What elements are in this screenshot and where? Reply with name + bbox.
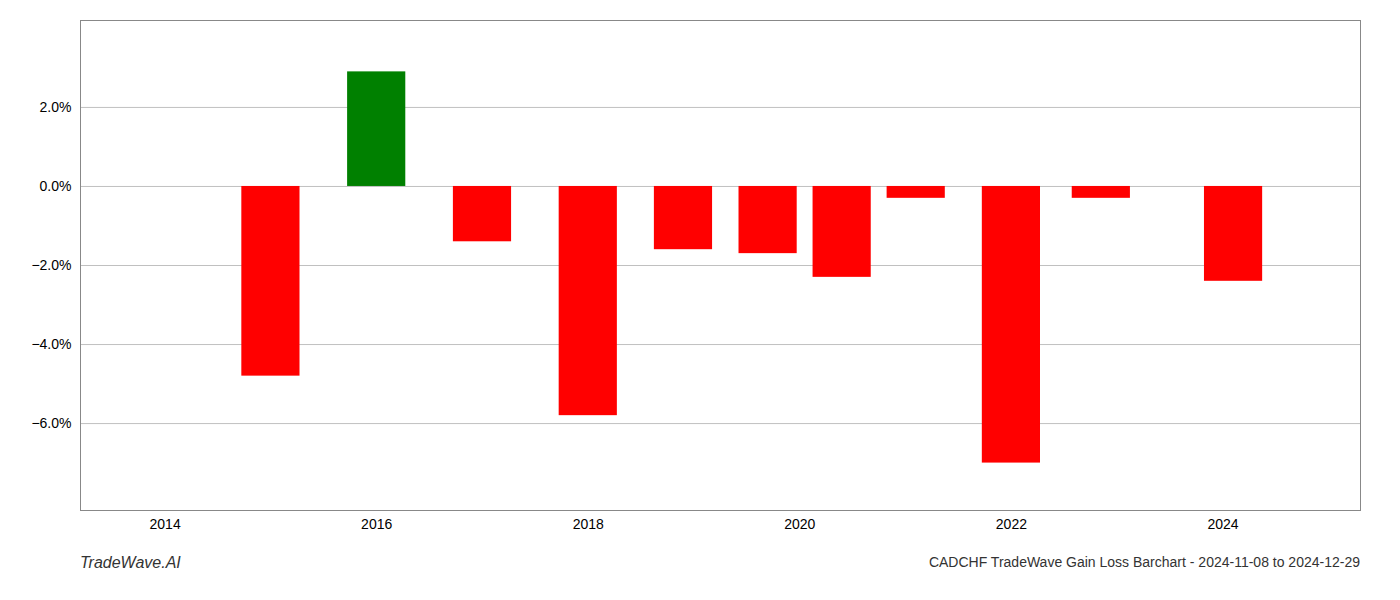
html-text:CADCHF TradeWave Gain Loss Bar: CADCHF TradeWave Gain Loss Barchart - 20… bbox=[928, 554, 1360, 570]
svg-text:−2.0%: −2.0% bbox=[31, 257, 71, 273]
svg-text:−4.0%: −4.0% bbox=[31, 336, 71, 352]
svg-text:2024: 2024 bbox=[1207, 516, 1238, 532]
svg-text:2.0%: 2.0% bbox=[40, 99, 72, 115]
svg-text:2020: 2020 bbox=[784, 516, 815, 532]
html-text:TradeWave.AI: TradeWave.AI bbox=[80, 554, 181, 571]
svg-text:−6.0%: −6.0% bbox=[31, 415, 71, 431]
svg-text:2014: 2014 bbox=[150, 516, 181, 532]
svg-text:2016: 2016 bbox=[361, 516, 392, 532]
svg-text:0.0%: 0.0% bbox=[40, 178, 72, 194]
svg-text:2022: 2022 bbox=[996, 516, 1027, 532]
svg-text:2018: 2018 bbox=[573, 516, 604, 532]
